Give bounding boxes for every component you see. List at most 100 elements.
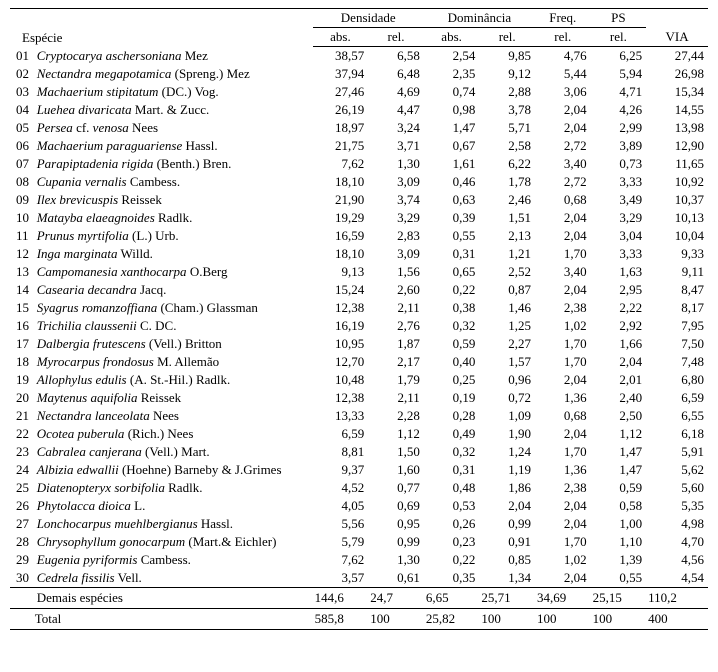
row-dens-abs: 5,79 <box>313 533 369 551</box>
row-species: Machaerium stipitatum (DC.) Vog. <box>35 83 313 101</box>
row-ps-rel: 2,92 <box>591 317 647 335</box>
row-dens-rel: 3,09 <box>368 173 424 191</box>
row-idx: 20 <box>10 389 35 407</box>
row-dom-abs: 0,98 <box>424 101 480 119</box>
row-dom-abs: 0,26 <box>424 515 480 533</box>
row-species: Eugenia pyriformis Cambess. <box>35 551 313 569</box>
row-idx: 08 <box>10 173 35 191</box>
row-ps-rel: 5,94 <box>591 65 647 83</box>
row-via: 15,34 <box>646 83 708 101</box>
row-dom-rel: 1,34 <box>479 569 535 588</box>
row-freq-rel: 1,02 <box>535 551 591 569</box>
row-species: Cabralea canjerana (Vell.) Mart. <box>35 443 313 461</box>
total-row: Total 585,8 100 25,82 100 100 100 400 <box>10 609 708 630</box>
row-via: 10,92 <box>646 173 708 191</box>
row-dom-abs: 0,38 <box>424 299 480 317</box>
row-dens-rel: 1,87 <box>368 335 424 353</box>
table-row: 26Phytolacca dioica L.4,050,690,532,042,… <box>10 497 708 515</box>
table-row: 12Inga marginata Willd.18,103,090,311,21… <box>10 245 708 263</box>
row-idx: 05 <box>10 119 35 137</box>
row-idx: 27 <box>10 515 35 533</box>
table-row: 04Luehea divaricata Mart. & Zucc.26,194,… <box>10 101 708 119</box>
row-freq-rel: 1,70 <box>535 245 591 263</box>
row-freq-rel: 3,40 <box>535 263 591 281</box>
row-via: 9,11 <box>646 263 708 281</box>
row-dens-abs: 37,94 <box>313 65 369 83</box>
table-row: 09Ilex brevicuspis Reissek21,903,740,632… <box>10 191 708 209</box>
table-row: 18Myrocarpus frondosus M. Allemão12,702,… <box>10 353 708 371</box>
row-idx: 09 <box>10 191 35 209</box>
row-ps-rel: 2,99 <box>591 119 647 137</box>
table-row: 27Lonchocarpus muehlbergianus Hassl.5,56… <box>10 515 708 533</box>
row-idx: 19 <box>10 371 35 389</box>
row-dens-rel: 1,79 <box>368 371 424 389</box>
row-idx: 24 <box>10 461 35 479</box>
row-idx: 21 <box>10 407 35 425</box>
table-row: 28Chrysophyllum gonocarpum (Mart.& Eichl… <box>10 533 708 551</box>
row-freq-rel: 2,04 <box>535 209 591 227</box>
row-via: 4,70 <box>646 533 708 551</box>
row-via: 7,50 <box>646 335 708 353</box>
row-dens-abs: 38,57 <box>313 47 369 66</box>
row-species: Ilex brevicuspis Reissek <box>35 191 313 209</box>
row-ps-rel: 3,29 <box>591 209 647 227</box>
row-via: 26,98 <box>646 65 708 83</box>
row-idx: 29 <box>10 551 35 569</box>
row-dom-abs: 0,46 <box>424 173 480 191</box>
row-dens-rel: 3,09 <box>368 245 424 263</box>
row-via: 13,98 <box>646 119 708 137</box>
row-freq-rel: 2,38 <box>535 299 591 317</box>
col-densidade: Densidade <box>313 9 424 28</box>
row-dens-abs: 18,97 <box>313 119 369 137</box>
subtotal-dom-abs: 6,65 <box>424 588 480 609</box>
total-label: Total <box>35 609 313 630</box>
row-species: Cupania vernalis Cambess. <box>35 173 313 191</box>
row-dens-rel: 4,69 <box>368 83 424 101</box>
row-dom-rel: 1,21 <box>479 245 535 263</box>
total-dens-abs: 585,8 <box>313 609 369 630</box>
row-species: Albizia edwallii (Hoehne) Barneby & J.Gr… <box>35 461 313 479</box>
row-idx: 25 <box>10 479 35 497</box>
row-dom-abs: 0,63 <box>424 191 480 209</box>
row-via: 10,13 <box>646 209 708 227</box>
row-dens-rel: 3,74 <box>368 191 424 209</box>
table-row: 07Parapiptadenia rigida (Benth.) Bren.7,… <box>10 155 708 173</box>
table-row: 21Nectandra lanceolata Nees13,332,280,28… <box>10 407 708 425</box>
table-row: 13Campomanesia xanthocarpa O.Berg9,131,5… <box>10 263 708 281</box>
row-idx: 06 <box>10 137 35 155</box>
row-idx: 01 <box>10 47 35 66</box>
row-via: 5,91 <box>646 443 708 461</box>
row-dens-rel: 0,99 <box>368 533 424 551</box>
row-via: 6,55 <box>646 407 708 425</box>
row-species: Parapiptadenia rigida (Benth.) Bren. <box>35 155 313 173</box>
table-row: 05Persea cf. venosa Nees18,973,241,475,7… <box>10 119 708 137</box>
row-idx: 10 <box>10 209 35 227</box>
row-dom-rel: 2,52 <box>479 263 535 281</box>
row-freq-rel: 1,36 <box>535 389 591 407</box>
row-via: 27,44 <box>646 47 708 66</box>
col-dens-abs: abs. <box>313 28 369 47</box>
row-via: 5,60 <box>646 479 708 497</box>
row-dens-abs: 4,05 <box>313 497 369 515</box>
row-ps-rel: 0,73 <box>591 155 647 173</box>
row-ps-rel: 3,89 <box>591 137 647 155</box>
table-row: 15Syagrus romanzoffiana (Cham.) Glassman… <box>10 299 708 317</box>
row-dom-rel: 0,72 <box>479 389 535 407</box>
col-via: VIA <box>646 9 708 47</box>
row-via: 14,55 <box>646 101 708 119</box>
row-dom-abs: 0,67 <box>424 137 480 155</box>
row-dom-abs: 1,61 <box>424 155 480 173</box>
row-freq-rel: 2,04 <box>535 227 591 245</box>
row-ps-rel: 2,01 <box>591 371 647 389</box>
col-freq-rel: rel. <box>535 28 591 47</box>
row-freq-rel: 5,44 <box>535 65 591 83</box>
row-dom-abs: 0,22 <box>424 551 480 569</box>
row-dens-abs: 12,70 <box>313 353 369 371</box>
row-idx: 12 <box>10 245 35 263</box>
row-dens-abs: 12,38 <box>313 389 369 407</box>
row-species: Cedrela fissilis Vell. <box>35 569 313 588</box>
row-dom-abs: 1,47 <box>424 119 480 137</box>
row-dens-abs: 8,81 <box>313 443 369 461</box>
row-species: Luehea divaricata Mart. & Zucc. <box>35 101 313 119</box>
row-ps-rel: 3,49 <box>591 191 647 209</box>
